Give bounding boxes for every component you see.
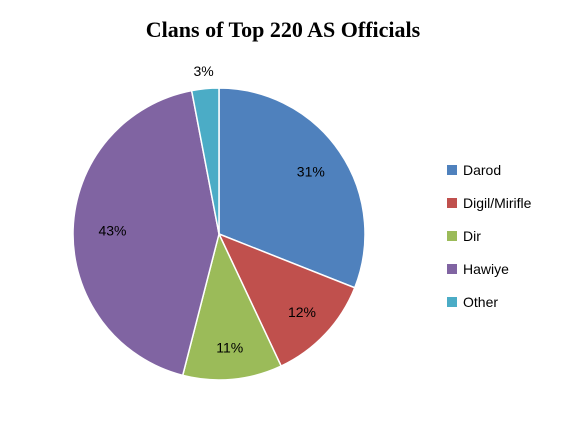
legend-label-dir: Dir bbox=[463, 228, 481, 244]
pie-slice-darod bbox=[218, 87, 366, 289]
pie-slice-other bbox=[190, 87, 220, 235]
pie-slice-dir bbox=[181, 231, 283, 381]
data-label-other: 3% bbox=[193, 63, 213, 79]
legend-label-other: Other bbox=[463, 294, 498, 310]
data-label-hawiye: 43% bbox=[98, 223, 126, 239]
legend-label-darod: Darod bbox=[463, 162, 501, 178]
chart-title: Clans of Top 220 AS Officials bbox=[146, 17, 421, 42]
legend: Darod Digil/Mirifle Dir Hawiye Other bbox=[447, 162, 532, 310]
legend-item-darod: Darod bbox=[447, 162, 501, 178]
legend-item-other: Other bbox=[447, 294, 498, 310]
data-labels: 31% 12% 11% 43% 3% bbox=[98, 63, 324, 355]
data-label-dir: 11% bbox=[216, 339, 243, 355]
legend-swatch-darod bbox=[447, 165, 457, 175]
legend-swatch-other bbox=[447, 297, 457, 307]
data-label-digil-mirifle: 12% bbox=[288, 304, 316, 320]
data-label-darod: 31% bbox=[297, 164, 325, 180]
legend-swatch-hawiye bbox=[447, 264, 457, 274]
pie-slice-digil-mirifle bbox=[217, 232, 356, 368]
legend-swatch-digil-mirifle bbox=[447, 198, 457, 208]
legend-label-hawiye: Hawiye bbox=[463, 261, 509, 277]
legend-item-dir: Dir bbox=[447, 228, 481, 244]
legend-label-digil-mirifle: Digil/Mirifle bbox=[463, 195, 532, 211]
legend-swatch-dir bbox=[447, 231, 457, 241]
pie-slice-hawiye bbox=[72, 89, 220, 377]
pie-slices bbox=[72, 87, 366, 381]
legend-item-digil-mirifle: Digil/Mirifle bbox=[447, 195, 532, 211]
legend-item-hawiye: Hawiye bbox=[447, 261, 509, 277]
